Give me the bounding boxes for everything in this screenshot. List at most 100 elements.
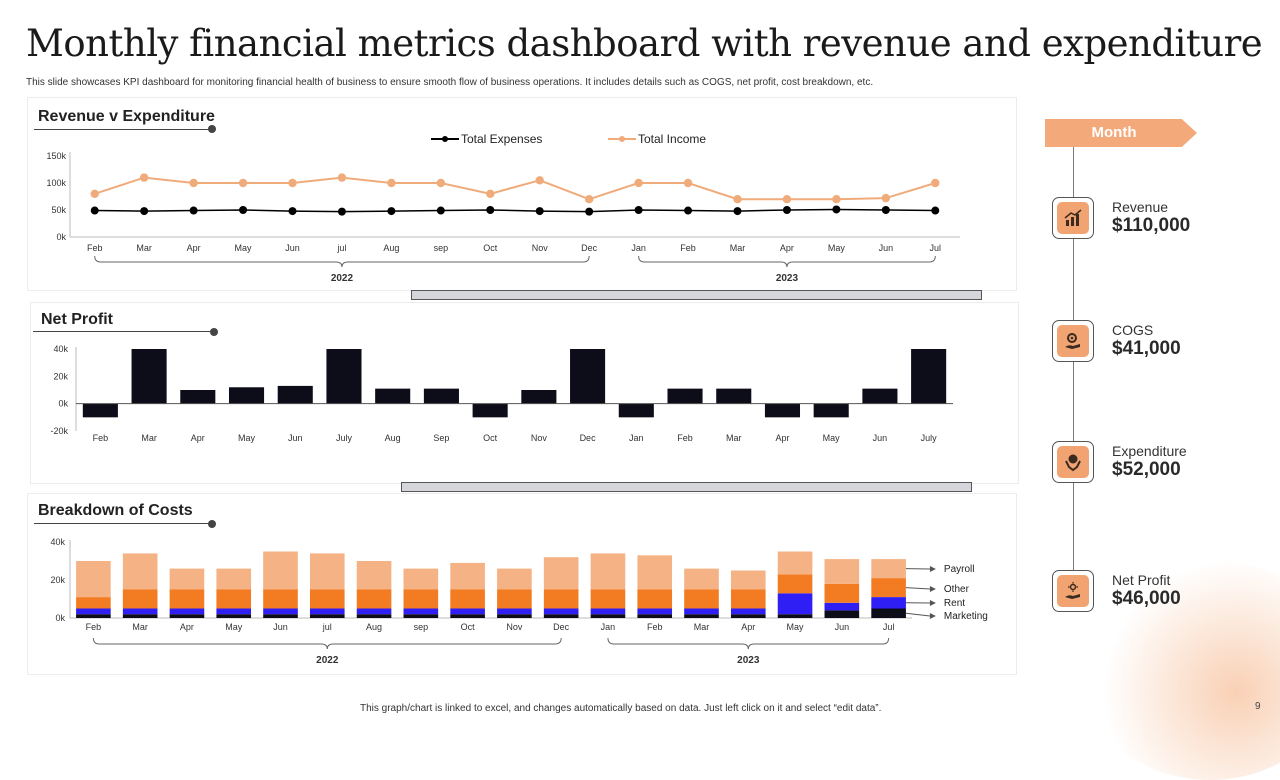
cost-bar-payroll bbox=[497, 569, 532, 590]
cost-bar-marketing bbox=[871, 609, 906, 619]
net-profit-bar bbox=[180, 390, 215, 404]
x-tick-label: Mar bbox=[730, 243, 746, 253]
x-tick-label: Nov bbox=[532, 243, 549, 253]
cost-bar-payroll bbox=[310, 553, 345, 589]
x-tick-label: Mar bbox=[136, 243, 152, 253]
y-tick-label: 20k bbox=[50, 575, 65, 585]
x-tick-label: May bbox=[823, 433, 841, 443]
cost-bar-other bbox=[544, 590, 579, 609]
kpi-label-expenditure: Expenditure bbox=[1112, 443, 1187, 459]
x-tick-label: jul bbox=[322, 622, 332, 632]
x-tick-label: Nov bbox=[506, 622, 523, 632]
cost-bar-payroll bbox=[263, 552, 298, 590]
cost-bar-other bbox=[170, 590, 205, 609]
x-tick-label: Apr bbox=[187, 243, 201, 253]
net-profit-bar bbox=[716, 389, 751, 404]
cost-bar-marketing bbox=[170, 614, 205, 618]
panel-scrollbar[interactable] bbox=[401, 482, 972, 492]
profit-hand-icon bbox=[1063, 581, 1083, 601]
data-point bbox=[189, 179, 197, 187]
cost-bar-marketing bbox=[825, 610, 860, 618]
gear-hand-icon bbox=[1063, 331, 1083, 351]
x-tick-label: sep bbox=[414, 622, 429, 632]
page-title: Monthly financial metrics dashboard with… bbox=[26, 22, 1262, 65]
year-group-label: 2022 bbox=[331, 273, 354, 284]
net-profit-bar bbox=[862, 389, 897, 404]
net-profit-bar bbox=[473, 404, 508, 418]
x-tick-label: Apr bbox=[780, 243, 794, 253]
net-profit-bar bbox=[83, 404, 118, 418]
x-tick-label: Apr bbox=[741, 622, 755, 632]
cost-bar-rent bbox=[778, 593, 813, 614]
y-tick-label: 150k bbox=[46, 151, 66, 161]
cost-bar-payroll bbox=[778, 552, 813, 575]
net-profit-bar bbox=[765, 404, 800, 418]
cost-bar-other bbox=[357, 590, 392, 609]
x-tick-label: Dec bbox=[553, 622, 570, 632]
legend-arrowhead bbox=[930, 566, 936, 572]
cost-bar-other bbox=[123, 590, 158, 609]
cost-bar-payroll bbox=[404, 569, 439, 590]
net-profit-bar bbox=[911, 349, 946, 404]
x-tick-label: Apr bbox=[775, 433, 789, 443]
x-tick-label: Jun bbox=[873, 433, 888, 443]
cost-bar-other bbox=[497, 590, 532, 609]
x-tick-label: Feb bbox=[86, 622, 102, 632]
cost-bar-payroll bbox=[123, 553, 158, 589]
cost-bar-payroll bbox=[731, 571, 766, 590]
cost-bar-rent bbox=[544, 609, 579, 615]
data-point bbox=[536, 207, 544, 215]
x-tick-label: Jan bbox=[601, 622, 616, 632]
cost-bar-other bbox=[778, 574, 813, 593]
y-tick-label: 40k bbox=[50, 537, 65, 547]
cost-bar-other bbox=[310, 590, 345, 609]
legend-marker bbox=[619, 136, 625, 142]
cost-bar-other bbox=[404, 590, 439, 609]
cost-bar-rent bbox=[591, 609, 626, 615]
page-number: 9 bbox=[1255, 701, 1261, 712]
data-point bbox=[585, 195, 593, 203]
cost-bar-marketing bbox=[544, 614, 579, 618]
x-tick-label: May bbox=[225, 622, 243, 632]
cost-bar-other bbox=[684, 590, 719, 609]
legend-label: Total Expenses bbox=[461, 132, 542, 146]
cost-bar-payroll bbox=[637, 555, 672, 589]
cost-bar-rent bbox=[123, 609, 158, 615]
x-tick-label: Jun bbox=[285, 243, 300, 253]
year-group-bracket bbox=[639, 256, 936, 267]
legend-arrowhead bbox=[930, 600, 936, 606]
cost-bar-marketing bbox=[404, 614, 439, 618]
x-tick-label: Jun bbox=[288, 433, 303, 443]
cost-bar-marketing bbox=[310, 614, 345, 618]
cost-bar-marketing bbox=[731, 614, 766, 618]
money-hand-icon bbox=[1063, 452, 1083, 472]
x-tick-label: Oct bbox=[483, 433, 498, 443]
x-tick-label: Feb bbox=[677, 433, 693, 443]
x-tick-label: Aug bbox=[383, 243, 399, 253]
data-point bbox=[684, 179, 692, 187]
data-point bbox=[437, 179, 445, 187]
legend-arrowhead bbox=[930, 586, 936, 592]
data-point bbox=[783, 206, 791, 214]
x-tick-label: Nov bbox=[531, 433, 548, 443]
panel-scrollbar[interactable] bbox=[411, 290, 982, 300]
year-group-label: 2023 bbox=[737, 655, 760, 666]
x-tick-label: Jul bbox=[930, 243, 942, 253]
cost-bar-marketing bbox=[263, 614, 298, 618]
x-tick-label: Jan bbox=[629, 433, 644, 443]
y-tick-label: -20k bbox=[50, 426, 68, 436]
x-tick-label: Sep bbox=[433, 433, 449, 443]
data-point bbox=[634, 179, 642, 187]
data-point bbox=[931, 179, 939, 187]
net-profit-bar bbox=[814, 404, 849, 418]
data-point bbox=[684, 207, 692, 215]
x-tick-label: May bbox=[828, 243, 846, 253]
cost-bar-marketing bbox=[76, 614, 111, 618]
y-tick-label: 0k bbox=[56, 232, 66, 242]
data-point bbox=[338, 173, 346, 181]
data-point bbox=[734, 207, 742, 215]
x-tick-label: May bbox=[238, 433, 256, 443]
x-tick-label: Jun bbox=[273, 622, 288, 632]
x-tick-label: Oct bbox=[483, 243, 498, 253]
